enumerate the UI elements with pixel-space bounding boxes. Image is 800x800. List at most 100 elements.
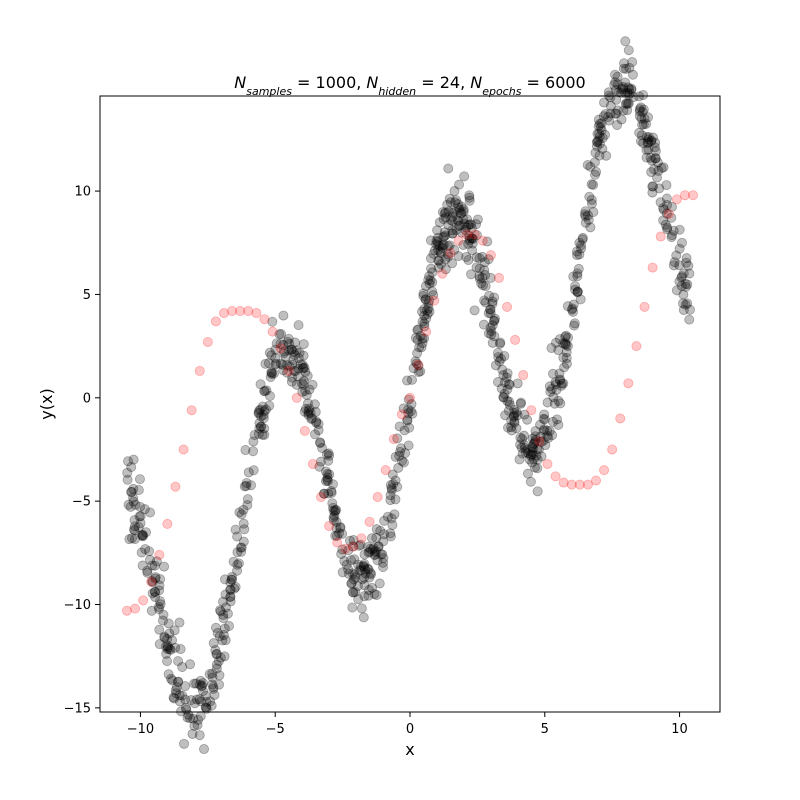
sample-point [527,442,538,453]
sample-point [568,306,579,317]
sample-point [528,453,539,464]
sample-point [359,591,370,602]
sample-point [331,516,342,527]
sample-point [211,659,222,670]
sample-point [561,353,572,364]
sample-point [536,436,547,447]
sample-point [561,330,572,341]
sample-point [605,100,616,111]
sample-point [642,138,653,149]
sample-point [476,278,487,289]
sample-point [265,372,276,383]
sample-point [209,689,220,700]
sample-point [358,560,369,571]
sample-point [529,436,540,447]
sample-point [572,286,583,297]
sample-point [616,84,627,95]
sample-point [297,359,308,370]
sample-point [497,364,508,375]
sample-point [431,235,442,246]
sample-point [236,509,247,520]
sample-point [276,328,287,339]
prediction-point [502,301,513,312]
sample-point [443,163,454,174]
sample-point [154,580,165,591]
sample-point [589,157,600,168]
sample-point [149,586,160,597]
sample-point [494,356,505,367]
sample-point [440,254,451,265]
prediction-point [154,549,165,560]
sample-point [330,530,341,541]
sample-point [149,560,160,571]
sample-point [508,411,519,422]
sample-point [622,105,633,116]
sample-point [419,310,430,321]
sample-point [658,203,669,214]
sample-point [572,271,583,282]
sample-point [365,569,376,580]
sample-point [301,389,312,400]
sample-point [434,240,445,251]
sample-point [195,696,206,707]
sample-point [343,545,354,556]
prediction-point [639,301,650,312]
sample-point [205,696,216,707]
sample-point [483,254,494,265]
sample-point [371,589,382,600]
sample-point [544,381,555,392]
sample-point [637,106,648,117]
sample-point [542,397,553,408]
sample-point [226,574,237,585]
prediction-point [348,541,359,552]
sample-point [328,512,339,523]
sample-point [215,652,226,663]
sample-point [561,339,572,350]
sample-point [145,507,156,518]
sample-point [238,504,249,515]
sample-point [423,303,434,314]
sample-point [146,605,157,616]
sample-point [284,338,295,349]
sample-point [539,414,550,425]
sample-point [678,304,689,315]
sample-point [460,224,471,235]
sample-point [228,556,239,567]
sample-point [371,524,382,535]
sample-point [572,286,583,297]
prediction-point [607,444,618,455]
sample-point [334,528,345,539]
sample-point [298,363,309,374]
sample-point [256,411,267,422]
sample-point [134,511,145,522]
sample-point [461,251,472,262]
sample-point [638,89,649,100]
sample-point [652,172,663,183]
sample-point [623,45,634,56]
sample-point [274,329,285,340]
sample-point [266,350,277,361]
title-subscript: epochs [482,85,521,98]
sample-point [408,363,419,374]
sample-point [127,533,138,544]
sample-point [242,500,253,511]
sample-point [410,332,421,343]
sample-point [355,561,366,572]
sample-point [280,351,291,362]
sample-point [591,136,602,147]
sample-point [547,430,558,441]
sample-point [459,218,470,229]
sample-point [170,685,181,696]
sample-point [227,574,238,585]
sample-point [515,398,526,409]
sample-point [371,546,382,557]
prediction-point [364,516,375,527]
sample-point [378,536,389,547]
sample-point [671,250,682,261]
sample-point [259,429,270,440]
sample-point [191,678,202,689]
sample-point [526,449,537,460]
sample-point [194,679,205,690]
sample-point [147,576,158,587]
sample-point [646,155,657,166]
